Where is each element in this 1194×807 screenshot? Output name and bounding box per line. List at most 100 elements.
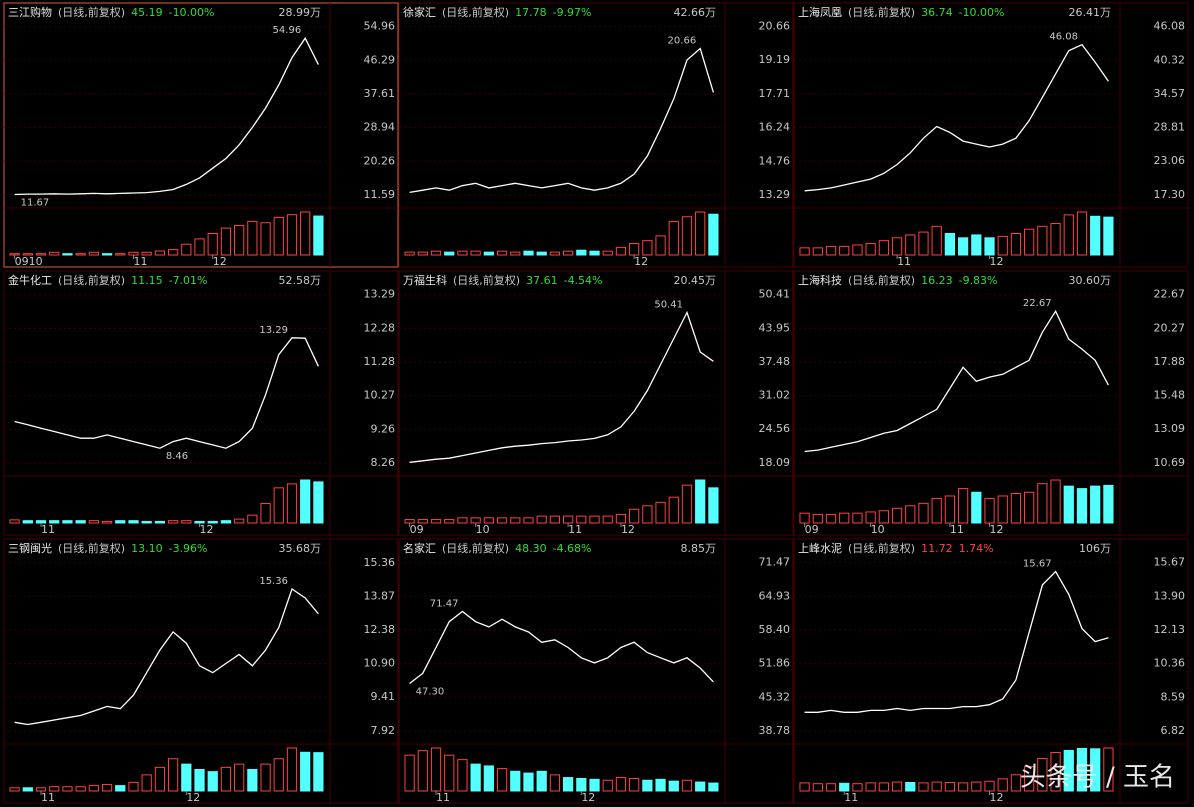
volume-bar bbox=[194, 769, 205, 792]
y-tick-label: 10.27 bbox=[364, 389, 396, 402]
x-tick-label: 12 bbox=[213, 255, 227, 268]
x-tick-label: 09 bbox=[410, 523, 424, 536]
volume-bar bbox=[128, 781, 139, 792]
volume-label: 20.45万 bbox=[674, 274, 717, 287]
y-tick-label: 23.06 bbox=[1154, 154, 1186, 167]
price-change: -9.97% bbox=[553, 6, 592, 19]
y-tick-label: 24.56 bbox=[759, 422, 791, 435]
panel-frame bbox=[3, 270, 399, 536]
volume-bar bbox=[668, 780, 679, 792]
volume-bar bbox=[812, 513, 823, 524]
volume-bar bbox=[207, 520, 218, 524]
stock-title: 三钢闽光 (日线,前复权) 13.10 -3.96% bbox=[8, 541, 208, 555]
volume-bar bbox=[247, 769, 258, 792]
x-tick-label: 12 bbox=[990, 791, 1004, 804]
high-annotation: 50.41 bbox=[654, 299, 683, 310]
volume-bar bbox=[247, 514, 258, 524]
y-tick-label: 9.41 bbox=[371, 690, 396, 703]
chart-period: (日线,前复权) bbox=[848, 541, 915, 555]
stock-name: 名家汇 bbox=[403, 541, 436, 555]
volume-bar bbox=[1090, 485, 1101, 524]
volume-bar bbox=[944, 781, 956, 792]
high-annotation: 13.29 bbox=[259, 325, 288, 336]
y-tick-label: 15.67 bbox=[1154, 556, 1186, 569]
volume-bar bbox=[141, 774, 152, 792]
volume-bar bbox=[523, 772, 534, 792]
y-tick-label: 28.94 bbox=[364, 121, 396, 134]
y-tick-label: 45.32 bbox=[759, 690, 791, 703]
volume-bar bbox=[865, 782, 876, 792]
volume-bar bbox=[128, 520, 139, 524]
volume-bar bbox=[1010, 493, 1022, 524]
volume-label: 42.66万 bbox=[674, 6, 717, 19]
stock-title: 名家汇 (日线,前复权) 48.30 -4.68% bbox=[403, 541, 592, 555]
chart-period: (日线,前复权) bbox=[442, 541, 509, 555]
low-annotation: 8.46 bbox=[166, 451, 188, 462]
volume-bar bbox=[234, 518, 245, 524]
volume-bar bbox=[1103, 484, 1114, 524]
volume-bar bbox=[154, 766, 166, 792]
y-tick-label: 40.32 bbox=[1154, 53, 1186, 66]
x-tick-label: 10 bbox=[871, 523, 885, 536]
high-annotation: 71.47 bbox=[430, 598, 459, 609]
y-tick-label: 54.96 bbox=[364, 20, 396, 33]
y-tick-label: 46.29 bbox=[364, 53, 396, 66]
price-line bbox=[804, 309, 1109, 453]
stock-name: 上峰水泥 bbox=[798, 542, 842, 555]
volume-bar bbox=[404, 251, 415, 256]
y-tick-label: 12.38 bbox=[364, 623, 396, 636]
volume-bar bbox=[88, 251, 99, 256]
y-tick-label: 13.90 bbox=[1154, 589, 1186, 602]
y-tick-label: 58.40 bbox=[759, 623, 791, 636]
volume-bar bbox=[891, 507, 903, 524]
y-tick-label: 9.26 bbox=[371, 423, 396, 436]
y-tick-label: 13.29 bbox=[364, 288, 396, 301]
volume-bar bbox=[141, 251, 152, 256]
volume-bar bbox=[681, 779, 693, 792]
y-tick-label: 11.59 bbox=[364, 188, 396, 201]
y-tick-label: 15.48 bbox=[1154, 389, 1186, 402]
volume-bar bbox=[708, 213, 719, 256]
volume-bar bbox=[852, 244, 863, 256]
y-tick-label: 37.48 bbox=[759, 355, 791, 368]
volume-bar bbox=[655, 778, 666, 792]
stock-name: 徐家汇 bbox=[403, 5, 436, 19]
volume-bar bbox=[1090, 215, 1101, 256]
price-line bbox=[804, 570, 1109, 713]
volume-bar bbox=[1103, 747, 1114, 792]
volume-bar bbox=[483, 517, 494, 524]
volume-bar bbox=[300, 751, 311, 792]
volume-bar bbox=[1050, 222, 1061, 256]
stock-title: 徐家汇 (日线,前复权) 17.78 -9.97% bbox=[403, 5, 592, 19]
volume-bar bbox=[49, 520, 60, 524]
volume-bar bbox=[865, 243, 876, 256]
chart-period: (日线,前复权) bbox=[58, 5, 125, 19]
stock-name: 金牛化工 bbox=[8, 273, 52, 287]
volume-bar bbox=[695, 211, 706, 256]
volume-bar bbox=[536, 251, 547, 256]
y-tick-label: 20.26 bbox=[364, 154, 396, 167]
volume-label: 30.60万 bbox=[1069, 274, 1112, 287]
price-change: -10.00% bbox=[959, 6, 1005, 19]
price-change: -4.54% bbox=[564, 274, 603, 287]
volume-bar bbox=[905, 234, 916, 256]
volume-bar bbox=[931, 497, 942, 524]
panel-frame bbox=[793, 538, 1189, 804]
volume-bar bbox=[615, 246, 627, 256]
last-price: 11.72 bbox=[921, 542, 953, 555]
volume-bar bbox=[562, 777, 574, 792]
volume-label: 8.85万 bbox=[681, 542, 717, 555]
y-tick-label: 11.28 bbox=[364, 355, 396, 368]
volume-bar bbox=[247, 220, 258, 256]
volume-bar bbox=[839, 782, 850, 792]
y-tick-label: 46.08 bbox=[1154, 20, 1186, 33]
y-tick-label: 10.69 bbox=[1154, 456, 1186, 469]
volume-bar bbox=[905, 781, 916, 792]
y-tick-label: 8.59 bbox=[1161, 690, 1186, 703]
volume-bar bbox=[194, 238, 205, 256]
volume-bar bbox=[496, 768, 508, 792]
last-price: 48.30 bbox=[515, 542, 547, 555]
high-annotation: 22.67 bbox=[1023, 298, 1052, 309]
volume-bar bbox=[1076, 747, 1088, 792]
volume-bar bbox=[300, 211, 311, 256]
